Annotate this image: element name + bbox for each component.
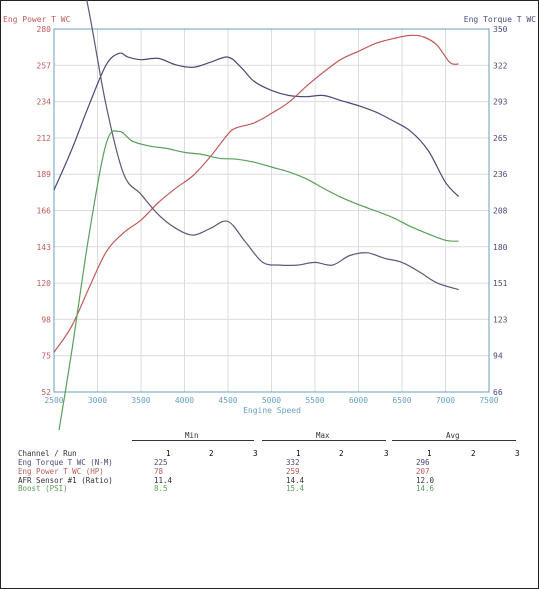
x-tick-label: 5000 xyxy=(262,396,281,405)
series-line-eng xyxy=(53,52,460,197)
right-tick-label: 293 xyxy=(493,98,508,107)
x-tick-label: 7000 xyxy=(436,396,455,405)
right-tick-label: 236 xyxy=(493,170,508,179)
left-tick-label: 189 xyxy=(37,170,52,179)
right-tick-label: 151 xyxy=(493,279,508,288)
left-tick-label: 212 xyxy=(37,134,52,143)
left-axis-title: Eng Power T WC xyxy=(3,15,71,24)
left-tick-label: 143 xyxy=(37,243,52,252)
x-tick-label: 7500 xyxy=(479,396,498,405)
left-tick-label: 120 xyxy=(37,279,52,288)
right-tick-label: 322 xyxy=(493,61,508,70)
series-line-eng xyxy=(53,34,459,353)
left-tick-label: 280 xyxy=(37,25,52,34)
x-axis-title: Engine Speed xyxy=(243,406,301,415)
dyno-chart: 52 75 98 120 143 166 189 212 234 257 280 66 94 123 151… xyxy=(3,0,536,430)
x-tick-label: 4500 xyxy=(218,396,237,405)
left-tick-label: 166 xyxy=(37,207,52,216)
series-line-afr xyxy=(86,0,459,291)
grid xyxy=(53,28,490,393)
x-tick-label: 4000 xyxy=(175,396,194,405)
right-tick-label: 350 xyxy=(493,25,508,34)
x-tick-label: 5500 xyxy=(305,396,324,405)
series-group xyxy=(53,0,460,430)
right-axis-title: Eng Torque T WC xyxy=(464,15,536,24)
series-line-boost xyxy=(58,130,459,430)
tick-labels: 52 75 98 120 143 166 189 212 234 257 280 66 94 123 151… xyxy=(37,25,508,405)
right-tick-label: 180 xyxy=(493,243,508,252)
right-tick-label: 66 xyxy=(493,388,503,397)
x-tick-label: 3000 xyxy=(88,396,107,405)
right-tick-label: 94 xyxy=(493,352,503,361)
left-tick-label: 234 xyxy=(37,98,52,107)
x-tick-label: 3500 xyxy=(131,396,150,405)
left-tick-label: 257 xyxy=(37,61,52,70)
left-tick-label: 52 xyxy=(41,388,51,397)
right-tick-label: 265 xyxy=(493,134,508,143)
x-tick-label: 6500 xyxy=(392,396,411,405)
right-tick-label: 123 xyxy=(493,315,508,324)
left-tick-label: 98 xyxy=(41,315,51,324)
left-tick-label: 75 xyxy=(41,352,51,361)
x-tick-label: 6000 xyxy=(349,396,368,405)
right-tick-label: 208 xyxy=(493,207,508,216)
plot-area xyxy=(53,28,490,393)
x-tick-label: 2500 xyxy=(44,396,63,405)
